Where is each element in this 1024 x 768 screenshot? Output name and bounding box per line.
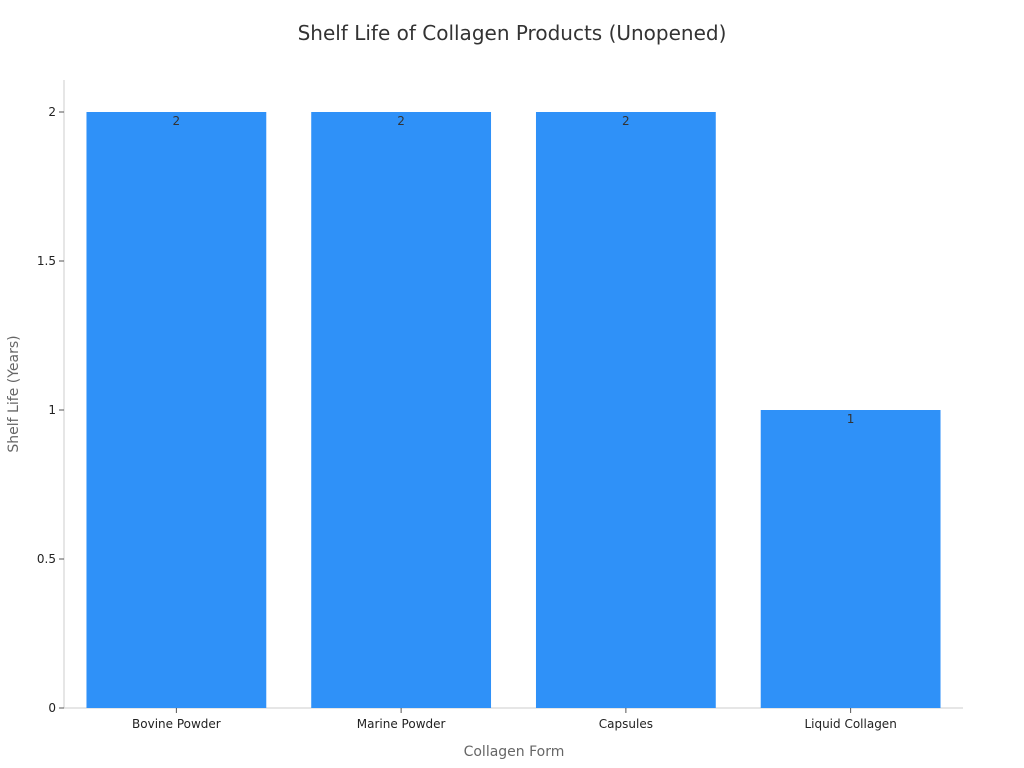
bar bbox=[535, 112, 716, 708]
y-tick-label: 1 bbox=[48, 403, 56, 417]
y-tick-label: 0 bbox=[48, 701, 56, 715]
data-label: 2 bbox=[397, 114, 405, 128]
data-label: 2 bbox=[622, 114, 630, 128]
bar bbox=[311, 112, 492, 708]
data-label: 1 bbox=[847, 412, 855, 426]
y-tick-label: 0.5 bbox=[37, 552, 56, 566]
x-tick-label: Bovine Powder bbox=[132, 717, 221, 731]
x-tick-label: Capsules bbox=[599, 717, 653, 731]
chart-title: Shelf Life of Collagen Products (Unopene… bbox=[298, 21, 727, 45]
x-tick-label: Liquid Collagen bbox=[804, 717, 896, 731]
x-axis-title: Collagen Form bbox=[464, 744, 565, 760]
y-axis-ticks: 0 0.5 1 1.5 2 bbox=[37, 105, 64, 715]
data-label: 2 bbox=[173, 114, 181, 128]
y-axis-title: Shelf Life (Years) bbox=[6, 335, 22, 452]
bars bbox=[86, 112, 941, 708]
y-tick-label: 2 bbox=[48, 105, 56, 119]
plot-area: 0 0.5 1 1.5 2 2 2 2 1 Bovine Powder Marine Powde… bbox=[37, 80, 963, 731]
data-labels: 2 2 2 1 bbox=[173, 114, 855, 426]
y-tick-label: 1.5 bbox=[37, 254, 56, 268]
bar bbox=[760, 410, 941, 708]
x-tick-label: Marine Powder bbox=[357, 717, 446, 731]
bar bbox=[86, 112, 267, 708]
x-axis-ticks: Bovine Powder Marine Powder Capsules Liquid… bbox=[132, 708, 897, 731]
